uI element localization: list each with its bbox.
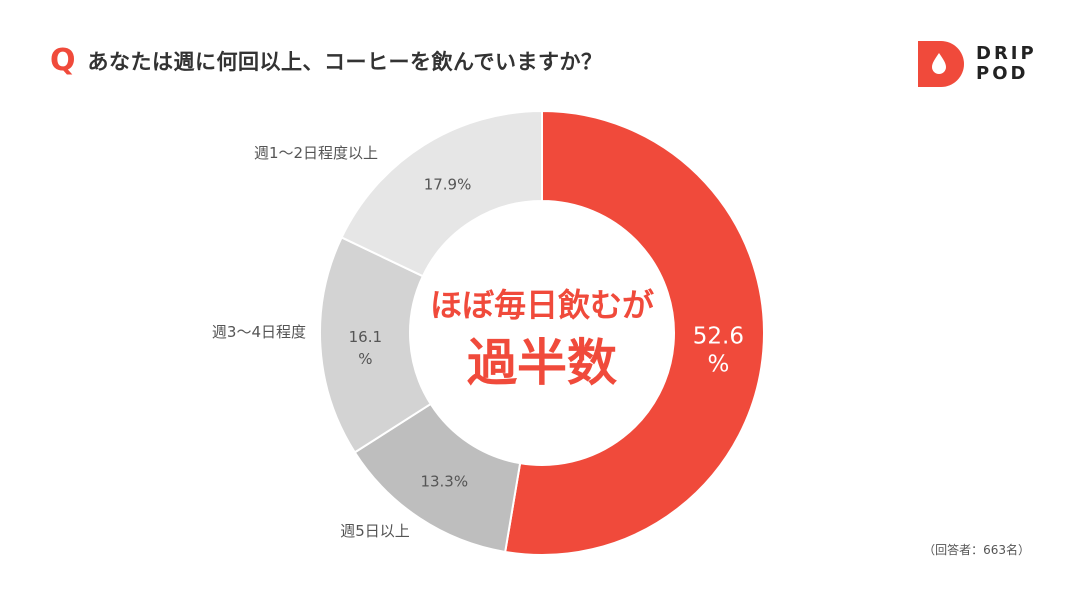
value-label-slice-daily: 52.6 — [693, 324, 744, 350]
value-label-percent-slice-3-to-4-days: % — [358, 350, 372, 368]
q-mark: Q — [50, 43, 76, 78]
center-headline-line-2: 過半数 — [467, 334, 617, 392]
value-label-slice-1-to-2-days: 17.9% — [424, 175, 472, 193]
logo-line-1: DRIP — [976, 43, 1037, 64]
slice-1-to-2-days — [340, 109, 543, 278]
center-headline-line-1: ほぼ毎日飲むが — [430, 286, 654, 324]
donut-slices — [319, 109, 765, 556]
category-label-slice-5-days: 週5日以上 — [340, 522, 410, 540]
question-header: Q あなたは週に何回以上、コーヒーを飲んでいますか？ — [50, 46, 602, 76]
donut-labels: 52.6% 13.3% 週5日以上 16.1% 週3〜4日程度 17.9% 週1〜2日程度以… — [212, 144, 744, 540]
question-text: あなたは週に何回以上、コーヒーを飲んでいますか？ — [87, 50, 603, 74]
value-label-slice-3-to-4-days: 16.1 — [349, 328, 382, 346]
category-label-slice-1-to-2-days: 週1〜2日程度以上 — [254, 144, 378, 162]
value-label-slice-5-days: 13.3% — [420, 473, 468, 491]
respondent-count: （回答者：663名） — [923, 543, 1030, 557]
drip-pod-logo: DRIP POD — [918, 41, 1037, 87]
slice-3-to-4-days — [319, 236, 433, 454]
logo-line-2: POD — [976, 63, 1029, 84]
slice-daily — [504, 109, 765, 556]
logo-text: DRIP POD — [976, 44, 1037, 84]
value-label-percent-slice-daily: % — [707, 352, 729, 378]
droplet-icon — [918, 41, 964, 87]
category-label-slice-3-to-4-days: 週3〜4日程度 — [212, 323, 306, 341]
